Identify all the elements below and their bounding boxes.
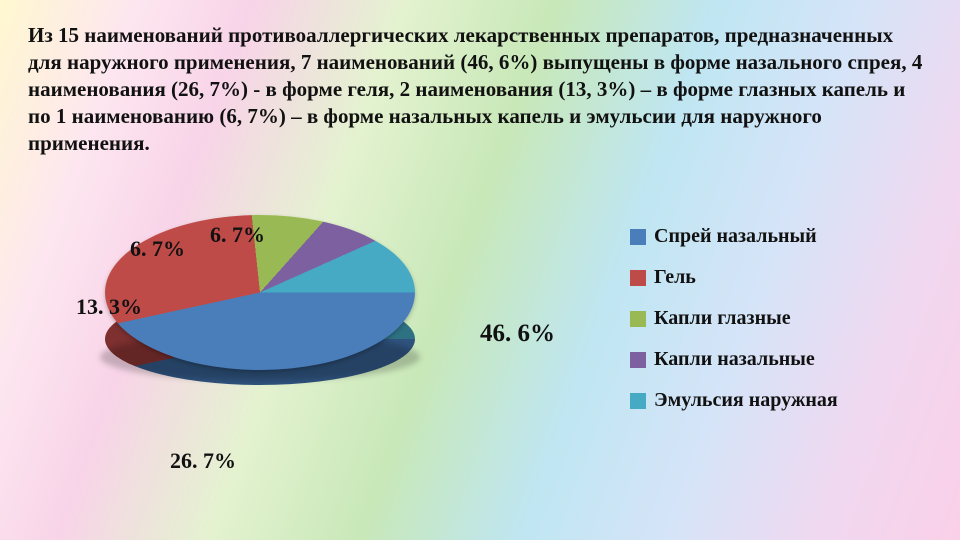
pct-label-4: 6. 7% <box>210 222 265 248</box>
legend: Спрей назальный Гель Капли глазные Капли на… <box>630 225 920 430</box>
legend-swatch-1 <box>630 270 646 286</box>
legend-label-0: Спрей назальный <box>654 225 817 248</box>
legend-item-3: Капли назальные <box>630 348 920 371</box>
legend-item-1: Гель <box>630 266 920 289</box>
pct-label-1: 26. 7% <box>170 448 236 474</box>
legend-item-2: Капли глазные <box>630 307 920 330</box>
legend-item-0: Спрей назальный <box>630 225 920 248</box>
legend-swatch-0 <box>630 229 646 245</box>
legend-label-2: Капли глазные <box>654 307 791 330</box>
legend-item-4: Эмульсия наружная <box>630 389 920 412</box>
pct-label-2: 13. 3% <box>76 294 142 320</box>
pct-label-3: 6. 7% <box>130 236 185 262</box>
legend-label-3: Капли назальные <box>654 348 815 371</box>
legend-swatch-4 <box>630 393 646 409</box>
pct-label-0: 46. 6% <box>480 320 555 348</box>
title-text: Из 15 наименований противоаллергических … <box>28 22 932 156</box>
legend-label-4: Эмульсия наружная <box>654 389 838 412</box>
legend-swatch-3 <box>630 352 646 368</box>
legend-label-1: Гель <box>654 266 696 289</box>
legend-swatch-2 <box>630 311 646 327</box>
